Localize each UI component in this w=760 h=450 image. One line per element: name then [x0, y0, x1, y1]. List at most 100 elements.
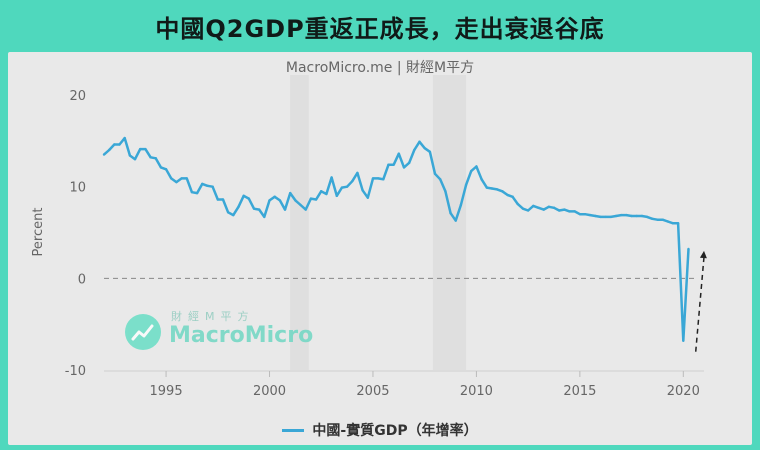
data-point	[242, 194, 245, 198]
data-point	[449, 212, 452, 215]
shaded-period-1	[432, 75, 467, 370]
data-point	[351, 179, 354, 183]
data-point	[195, 191, 199, 195]
y-axis-label: Percent	[31, 208, 46, 257]
data-point	[102, 153, 106, 156]
data-point	[495, 188, 499, 191]
data-point	[366, 196, 369, 199]
data-point	[635, 214, 638, 218]
data-point	[661, 218, 664, 221]
data-point	[666, 220, 669, 223]
data-point	[418, 140, 421, 143]
data-point	[614, 214, 618, 218]
data-point	[201, 182, 204, 186]
data-point	[521, 207, 525, 210]
data-point	[139, 147, 142, 151]
data-point	[511, 195, 514, 198]
legend[interactable]: 中國-實質GDP（年增率）	[0, 420, 760, 440]
x-tick-label: 2000	[253, 384, 286, 399]
chart-subtitle: MacroMicro.me | 財經M平方	[285, 60, 475, 76]
data-point	[464, 183, 468, 187]
data-point	[589, 213, 592, 217]
data-point	[599, 215, 602, 219]
data-point	[159, 166, 163, 169]
data-point	[216, 198, 219, 201]
data-point	[526, 209, 530, 212]
data-point	[268, 199, 271, 202]
data-point	[583, 212, 587, 216]
data-point	[340, 186, 344, 189]
data-point	[123, 136, 126, 140]
data-point	[325, 192, 328, 196]
data-point	[423, 146, 426, 150]
header-banner: 中國Q2GDP重返正成長，走出衰退谷底	[0, 0, 760, 52]
data-point	[206, 184, 209, 187]
data-point	[392, 163, 395, 166]
data-point	[113, 143, 116, 146]
data-point	[625, 213, 628, 217]
data-point	[320, 190, 323, 193]
data-point	[501, 190, 504, 193]
data-point	[475, 165, 478, 168]
data-point	[542, 208, 545, 211]
data-point	[221, 198, 225, 201]
data-point	[314, 198, 318, 201]
data-point	[656, 218, 659, 221]
data-point	[557, 209, 561, 212]
data-point	[563, 208, 566, 211]
data-point	[247, 197, 251, 200]
data-point	[278, 199, 282, 202]
data-point	[237, 205, 240, 209]
data-point	[645, 215, 649, 219]
data-point	[594, 214, 597, 218]
data-point	[387, 163, 390, 166]
data-point	[361, 189, 364, 192]
data-point	[651, 217, 654, 220]
annotation-arrow-head	[699, 250, 707, 259]
y-tick-label: 0	[78, 272, 86, 287]
data-point	[516, 202, 519, 206]
data-point	[439, 178, 442, 181]
data-point	[180, 177, 183, 180]
data-point	[573, 210, 576, 213]
data-point	[620, 213, 623, 217]
data-point	[133, 157, 137, 161]
data-point	[283, 208, 287, 211]
watermark-en: MacroMicro	[169, 323, 314, 348]
data-point	[630, 214, 633, 218]
x-tick-label: 2015	[563, 384, 596, 399]
data-point	[190, 190, 194, 194]
annotation-arrow-line	[694, 256, 705, 352]
data-point	[397, 152, 401, 155]
data-point	[470, 169, 473, 173]
data-point	[263, 215, 266, 219]
data-point	[289, 191, 292, 195]
x-tick-label: 1995	[150, 384, 183, 399]
data-point	[371, 177, 375, 180]
data-point	[330, 176, 333, 179]
y-tick-label: 20	[69, 89, 86, 104]
data-point	[490, 187, 494, 190]
data-point	[671, 222, 675, 225]
chart-panel	[8, 52, 752, 445]
data-point	[547, 205, 551, 209]
data-point	[232, 213, 235, 217]
data-point	[128, 154, 132, 157]
data-point	[506, 193, 509, 197]
data-point	[273, 195, 276, 198]
data-point	[382, 178, 385, 181]
data-point	[170, 177, 173, 180]
y-tick-label: -10	[65, 364, 86, 379]
data-point	[532, 204, 535, 208]
y-tick-label: 10	[69, 181, 86, 196]
data-point	[144, 147, 147, 151]
data-point	[164, 168, 168, 171]
data-point	[299, 203, 302, 207]
data-point	[578, 212, 582, 216]
banner-title: 中國Q2GDP重返正成長，走出衰退谷底	[155, 14, 605, 43]
data-point	[175, 180, 178, 184]
data-point	[604, 215, 607, 219]
data-point	[118, 143, 121, 146]
data-point	[309, 197, 313, 200]
